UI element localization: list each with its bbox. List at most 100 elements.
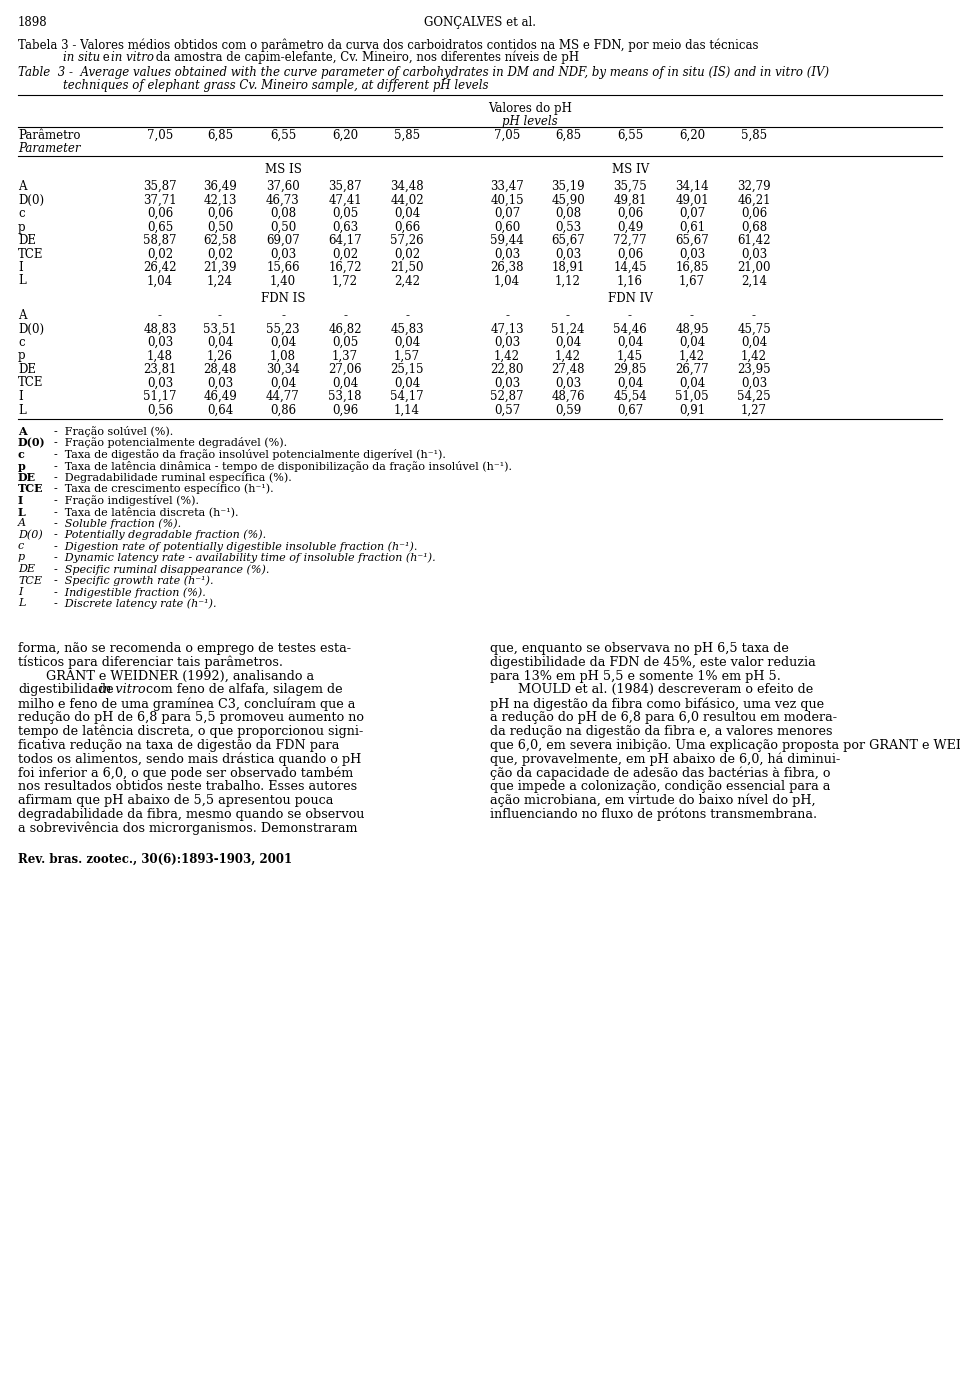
Text: DE: DE xyxy=(18,564,35,574)
Text: ção da capacidade de adesão das bactérias à fibra, o: ção da capacidade de adesão das bactéria… xyxy=(490,766,830,780)
Text: 72,77: 72,77 xyxy=(613,234,647,247)
Text: 1,42: 1,42 xyxy=(494,349,520,363)
Text: MS IS: MS IS xyxy=(265,164,302,176)
Text: -: - xyxy=(690,309,694,322)
Text: -  Dynamic latency rate - availability time of insoluble fraction (h⁻¹).: - Dynamic latency rate - availability ti… xyxy=(47,553,436,563)
Text: com feno de alfafa, silagem de: com feno de alfafa, silagem de xyxy=(142,683,342,696)
Text: -  Degradabilidade ruminal específica (%).: - Degradabilidade ruminal específica (%)… xyxy=(47,473,292,482)
Text: 0,53: 0,53 xyxy=(555,220,581,233)
Text: 6,20: 6,20 xyxy=(679,129,705,141)
Text: 0,03: 0,03 xyxy=(206,377,233,389)
Text: que impede a colonização, condição essencial para a: que impede a colonização, condição essen… xyxy=(490,780,830,793)
Text: 0,06: 0,06 xyxy=(147,207,173,220)
Text: 1,26: 1,26 xyxy=(207,349,233,363)
Text: 0,04: 0,04 xyxy=(741,335,767,349)
Text: 0,04: 0,04 xyxy=(394,377,420,389)
Text: 0,59: 0,59 xyxy=(555,403,581,417)
Text: 18,91: 18,91 xyxy=(551,261,585,274)
Text: 7,05: 7,05 xyxy=(493,129,520,141)
Text: 27,06: 27,06 xyxy=(328,363,362,376)
Text: 0,50: 0,50 xyxy=(206,220,233,233)
Text: -  Fração solúvel (%).: - Fração solúvel (%). xyxy=(47,426,173,437)
Text: ficativa redução na taxa de digestão da FDN para: ficativa redução na taxa de digestão da … xyxy=(18,739,340,751)
Text: 53,18: 53,18 xyxy=(328,389,362,403)
Text: milho e feno de uma gramínea C3, concluíram que a: milho e feno de uma gramínea C3, concluí… xyxy=(18,697,355,711)
Text: 0,04: 0,04 xyxy=(206,335,233,349)
Text: pH na digestão da fibra como bifásico, uma vez que: pH na digestão da fibra como bifásico, u… xyxy=(490,697,824,711)
Text: 1,42: 1,42 xyxy=(555,349,581,363)
Text: 69,07: 69,07 xyxy=(266,234,300,247)
Text: techniques of elephant grass Cv. Mineiro sample, at different pH levels: techniques of elephant grass Cv. Mineiro… xyxy=(18,79,489,91)
Text: 46,73: 46,73 xyxy=(266,194,300,207)
Text: GRANT e WEIDNER (1992), analisando a: GRANT e WEIDNER (1992), analisando a xyxy=(46,669,314,682)
Text: 0,03: 0,03 xyxy=(679,248,706,261)
Text: que, provavelmente, em pH abaixo de 6,0, há diminui-: que, provavelmente, em pH abaixo de 6,0,… xyxy=(490,753,840,766)
Text: 28,48: 28,48 xyxy=(204,363,237,376)
Text: 44,77: 44,77 xyxy=(266,389,300,403)
Text: 0,65: 0,65 xyxy=(147,220,173,233)
Text: D(0): D(0) xyxy=(18,194,44,207)
Text: 36,49: 36,49 xyxy=(204,180,237,193)
Text: A: A xyxy=(18,180,27,193)
Text: -: - xyxy=(281,309,285,322)
Text: 15,66: 15,66 xyxy=(266,261,300,274)
Text: 40,15: 40,15 xyxy=(491,194,524,207)
Text: p: p xyxy=(18,349,26,363)
Text: 7,05: 7,05 xyxy=(147,129,173,141)
Text: -: - xyxy=(566,309,570,322)
Text: a sobrevivência dos microrganismos. Demonstraram: a sobrevivência dos microrganismos. Demo… xyxy=(18,822,357,834)
Text: 1,40: 1,40 xyxy=(270,274,296,287)
Text: 1,08: 1,08 xyxy=(270,349,296,363)
Text: TCE: TCE xyxy=(18,248,43,261)
Text: 0,02: 0,02 xyxy=(147,248,173,261)
Text: 0,06: 0,06 xyxy=(206,207,233,220)
Text: 0,03: 0,03 xyxy=(270,248,296,261)
Text: 54,46: 54,46 xyxy=(613,323,647,335)
Text: 0,03: 0,03 xyxy=(493,335,520,349)
Text: -  Taxa de latência discreta (h⁻¹).: - Taxa de latência discreta (h⁻¹). xyxy=(47,506,238,517)
Text: 35,87: 35,87 xyxy=(143,180,177,193)
Text: 65,67: 65,67 xyxy=(675,234,708,247)
Text: -: - xyxy=(752,309,756,322)
Text: 0,50: 0,50 xyxy=(270,220,296,233)
Text: 26,77: 26,77 xyxy=(675,363,708,376)
Text: -  Indigestible fraction (%).: - Indigestible fraction (%). xyxy=(47,588,205,597)
Text: 0,04: 0,04 xyxy=(270,335,296,349)
Text: 0,64: 0,64 xyxy=(206,403,233,417)
Text: p: p xyxy=(18,220,26,233)
Text: ação microbiana, em virtude do baixo nível do pH,: ação microbiana, em virtude do baixo nív… xyxy=(490,794,816,807)
Text: I: I xyxy=(18,389,23,403)
Text: nos resultados obtidos neste trabalho. Esses autores: nos resultados obtidos neste trabalho. E… xyxy=(18,780,357,793)
Text: 57,26: 57,26 xyxy=(390,234,423,247)
Text: e: e xyxy=(99,51,113,64)
Text: D(0): D(0) xyxy=(18,323,44,335)
Text: -: - xyxy=(405,309,409,322)
Text: 0,91: 0,91 xyxy=(679,403,705,417)
Text: 58,87: 58,87 xyxy=(143,234,177,247)
Text: MOULD et al. (1984) descreveram o efeito de: MOULD et al. (1984) descreveram o efeito… xyxy=(518,683,813,696)
Text: 42,13: 42,13 xyxy=(204,194,237,207)
Text: 0,67: 0,67 xyxy=(617,403,643,417)
Text: que 6,0, em severa inibição. Uma explicação proposta por GRANT e WEIDNER (1992) : que 6,0, em severa inibição. Uma explica… xyxy=(490,739,960,753)
Text: 1,12: 1,12 xyxy=(555,274,581,287)
Text: 48,76: 48,76 xyxy=(551,389,585,403)
Text: 0,02: 0,02 xyxy=(394,248,420,261)
Text: 0,03: 0,03 xyxy=(493,248,520,261)
Text: 1,37: 1,37 xyxy=(332,349,358,363)
Text: 51,17: 51,17 xyxy=(143,389,177,403)
Text: 54,17: 54,17 xyxy=(390,389,423,403)
Text: 22,80: 22,80 xyxy=(491,363,524,376)
Text: -  Discrete latency rate (h⁻¹).: - Discrete latency rate (h⁻¹). xyxy=(47,599,217,608)
Text: 35,19: 35,19 xyxy=(551,180,585,193)
Text: 21,00: 21,00 xyxy=(737,261,771,274)
Text: 0,02: 0,02 xyxy=(207,248,233,261)
Text: 59,44: 59,44 xyxy=(491,234,524,247)
Text: 6,85: 6,85 xyxy=(207,129,233,141)
Text: 25,15: 25,15 xyxy=(391,363,423,376)
Text: redução do pH de 6,8 para 5,5 promoveu aumento no: redução do pH de 6,8 para 5,5 promoveu a… xyxy=(18,711,364,723)
Text: todos os alimentos, sendo mais drástica quando o pH: todos os alimentos, sendo mais drástica … xyxy=(18,753,361,766)
Text: 53,51: 53,51 xyxy=(204,323,237,335)
Text: L: L xyxy=(18,403,26,417)
Text: 0,06: 0,06 xyxy=(741,207,767,220)
Text: 55,23: 55,23 xyxy=(266,323,300,335)
